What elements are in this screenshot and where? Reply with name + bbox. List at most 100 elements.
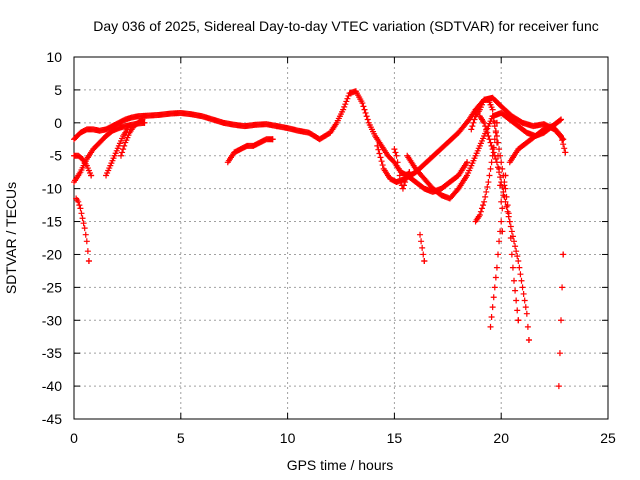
data-point-marker — [485, 179, 492, 186]
data-point-marker — [117, 152, 124, 159]
series-pass-7 — [73, 195, 92, 265]
data-point-marker — [418, 238, 425, 245]
y-tick-label: -5 — [50, 148, 63, 164]
data-point-marker — [403, 175, 410, 182]
data-point-marker — [482, 193, 489, 200]
data-point-marker — [560, 251, 567, 258]
data-point-marker — [503, 193, 510, 200]
data-point-marker — [483, 188, 490, 195]
y-tick-label: -45 — [42, 411, 62, 427]
data-point-marker — [498, 218, 505, 225]
series-group — [71, 88, 569, 390]
data-point-marker — [494, 251, 501, 258]
series-pass-3 — [374, 94, 567, 186]
data-point-marker — [491, 152, 498, 159]
y-axis-label: SDTVAR / TECUs — [3, 182, 19, 294]
data-point-marker — [558, 116, 565, 123]
data-point-marker — [492, 128, 499, 135]
data-point-marker — [508, 228, 515, 235]
data-point-marker — [562, 149, 569, 156]
data-point-marker — [514, 253, 521, 260]
data-point-marker — [521, 297, 528, 304]
data-point-marker — [393, 152, 400, 159]
series-pass-19 — [555, 251, 567, 390]
data-point-marker — [374, 142, 381, 149]
data-point-marker — [507, 235, 514, 241]
x-tick-label: 20 — [493, 430, 509, 446]
series-pass-12 — [417, 231, 428, 265]
series-pass-9 — [117, 116, 146, 159]
data-point-marker — [375, 146, 382, 153]
data-point-marker — [493, 119, 500, 126]
data-point-marker — [417, 231, 424, 238]
data-point-marker — [480, 202, 487, 209]
data-point-marker — [489, 304, 496, 311]
data-point-marker — [556, 117, 563, 124]
data-point-marker — [490, 149, 497, 156]
data-point-marker — [481, 119, 488, 126]
data-point-marker — [497, 152, 504, 159]
data-point-marker — [556, 131, 563, 138]
data-point-marker — [394, 159, 401, 166]
data-point-marker — [499, 205, 506, 212]
data-point-marker — [509, 264, 516, 271]
data-point-marker — [496, 146, 503, 153]
data-point-marker — [487, 139, 494, 146]
data-point-marker — [468, 126, 475, 133]
data-point-marker — [515, 258, 522, 265]
data-point-marker — [344, 95, 351, 102]
data-point-marker — [496, 169, 503, 176]
data-point-marker — [84, 248, 91, 255]
data-point-marker — [78, 210, 85, 217]
data-point-marker — [555, 383, 562, 390]
data-point-marker — [500, 192, 507, 199]
data-point-marker — [376, 150, 383, 157]
data-point-marker — [512, 287, 519, 294]
series-pass-18 — [506, 123, 569, 166]
data-point-marker — [487, 165, 494, 172]
data-point-marker — [489, 146, 496, 153]
x-tick-label: 15 — [387, 430, 403, 446]
data-point-marker — [484, 183, 491, 190]
data-point-marker — [482, 123, 489, 130]
data-point-marker — [486, 172, 493, 179]
data-point-marker — [406, 169, 413, 176]
data-point-marker — [493, 132, 500, 139]
data-point-marker — [522, 304, 529, 311]
data-point-marker — [364, 116, 371, 123]
data-point-marker — [502, 198, 509, 205]
data-point-marker — [396, 172, 403, 179]
data-point-marker — [488, 159, 495, 166]
data-point-marker — [559, 284, 566, 291]
data-point-marker — [399, 185, 406, 192]
series-pass-14 — [472, 119, 500, 225]
series-pass-2 — [273, 88, 471, 195]
data-point-marker — [488, 313, 495, 320]
data-point-marker — [558, 317, 565, 324]
data-point-marker — [484, 129, 491, 136]
data-point-marker — [515, 317, 522, 324]
data-point-marker — [558, 132, 565, 139]
data-point-marker — [80, 220, 87, 227]
axis-ticks: 0 5 10 15 20 25 10 5 0 -5 -10 -15 -20 -25 -30 -35 -40 -45 — [42, 49, 616, 446]
data-point-marker — [141, 119, 148, 126]
y-tick-label: -10 — [42, 181, 62, 197]
data-point-marker — [138, 117, 145, 124]
data-point-marker — [343, 98, 350, 105]
data-point-marker — [518, 277, 525, 284]
data-point-marker — [120, 146, 127, 153]
data-point-marker — [464, 159, 471, 166]
data-point-marker — [421, 258, 428, 265]
data-point-marker — [497, 228, 504, 235]
data-point-marker — [511, 277, 518, 284]
y-tick-label: 5 — [54, 82, 62, 98]
data-point-marker — [395, 165, 402, 172]
data-point-marker — [77, 205, 84, 212]
data-point-marker — [76, 202, 83, 209]
data-point-marker — [490, 294, 497, 301]
data-point-marker — [487, 323, 494, 330]
data-point-marker — [523, 310, 530, 317]
data-point-marker — [119, 149, 126, 156]
y-tick-label: -20 — [42, 246, 62, 262]
